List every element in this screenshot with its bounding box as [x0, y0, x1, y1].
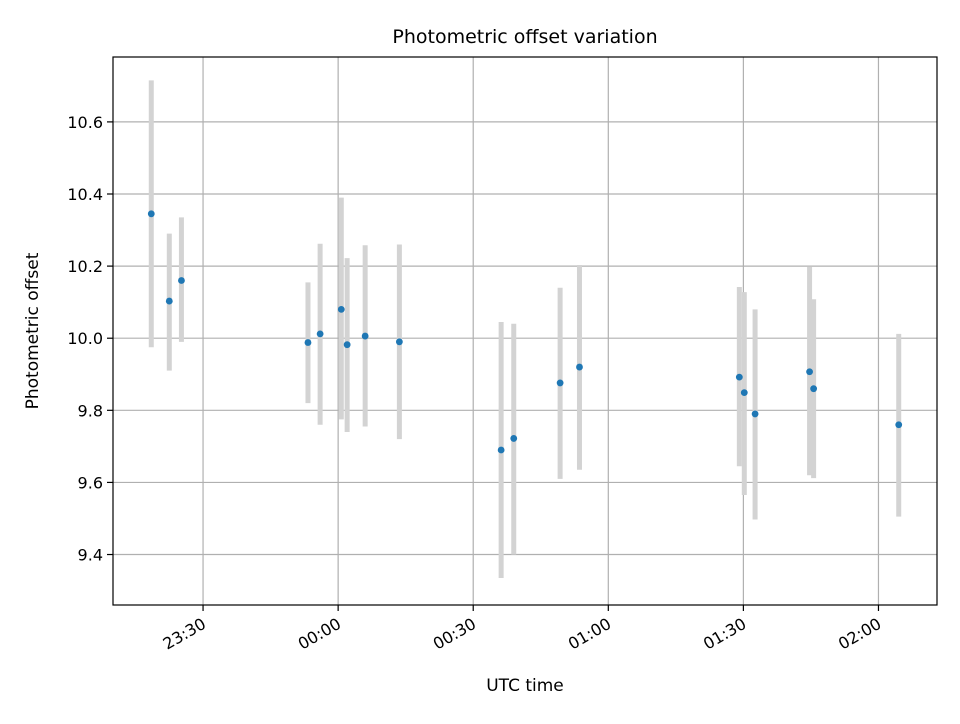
- y-tick-label: 10.2: [67, 257, 103, 276]
- data-point: [497, 446, 505, 454]
- y-axis-label: Photometric offset: [23, 252, 43, 409]
- y-axis: 9.4 9.6 9.8 10.0 10.2 10.4 10.6: [67, 113, 113, 565]
- data-point: [735, 373, 743, 381]
- x-axis-label: UTC time: [486, 676, 564, 696]
- data-point: [316, 330, 324, 338]
- y-tick-label: 9.4: [78, 546, 103, 565]
- data-points: [147, 210, 903, 454]
- y-tick-label: 10.0: [67, 329, 103, 348]
- y-tick-label: 10.4: [67, 185, 103, 204]
- data-point: [343, 341, 351, 349]
- data-point: [576, 363, 583, 371]
- data-point: [337, 305, 345, 313]
- y-tick-label: 9.8: [78, 401, 103, 420]
- y-tick-label: 10.6: [67, 113, 103, 132]
- data-point: [510, 435, 518, 442]
- data-point: [361, 332, 369, 340]
- data-point: [165, 297, 173, 305]
- y-tick-label: 9.6: [78, 473, 103, 492]
- data-point: [895, 421, 903, 429]
- data-point: [395, 338, 403, 346]
- data-point: [751, 410, 759, 418]
- data-point: [810, 385, 818, 393]
- data-point: [304, 339, 312, 346]
- plot-frame: [112, 56, 938, 606]
- data-point: [178, 277, 185, 284]
- data-point: [740, 389, 748, 397]
- data-point: [806, 368, 813, 376]
- chart-title: Photometric offset variation: [392, 26, 657, 48]
- data-point: [147, 210, 155, 218]
- data-point: [556, 379, 564, 387]
- grid-lines: [113, 57, 937, 605]
